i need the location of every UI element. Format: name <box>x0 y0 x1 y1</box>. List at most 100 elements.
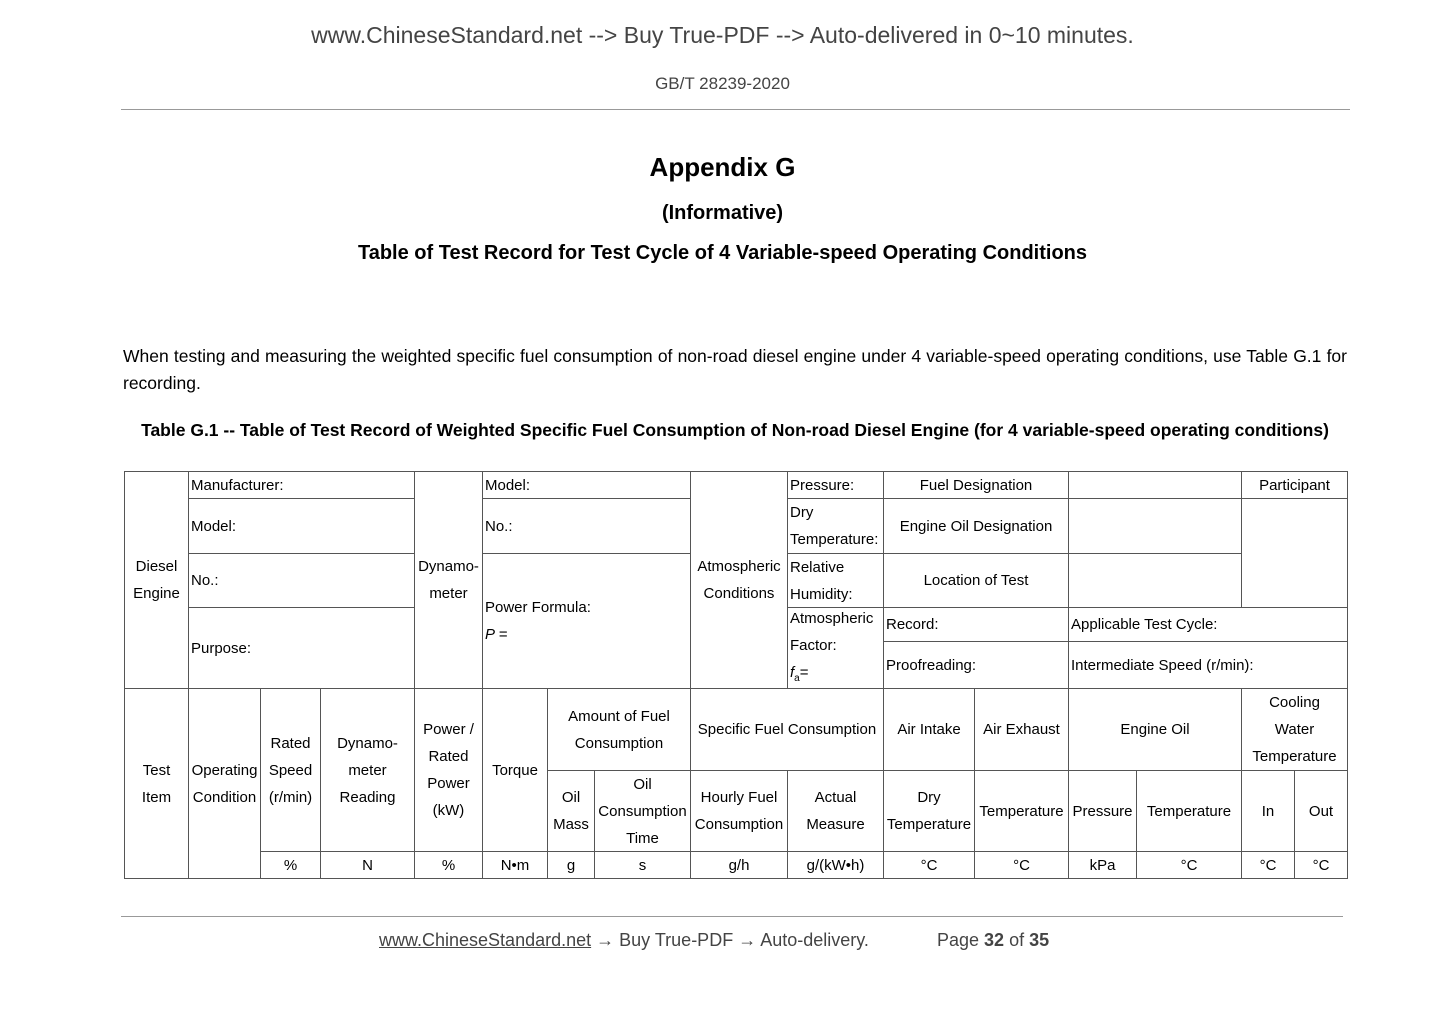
cell-text: Pressure: <box>790 476 855 494</box>
cell-text: Torque <box>492 761 538 779</box>
table-cell: Torque <box>482 688 548 852</box>
page-of: of <box>1009 930 1025 950</box>
table-cell: Relative Humidity: <box>787 553 884 608</box>
table-cell: Dynamo- meter <box>414 471 483 689</box>
cell-text: No.: <box>191 572 219 589</box>
cell-text: Pressure <box>1072 802 1133 820</box>
cell-text: Participant <box>1259 476 1330 494</box>
standard-number: GB/T 28239-2020 <box>655 74 790 93</box>
table-cell: Temperature <box>974 770 1069 852</box>
table-cell: g <box>547 851 595 879</box>
table-cell: Intermediate Speed (r/min): <box>1068 641 1348 689</box>
table-cell: Amount of Fuel Consumption <box>547 688 691 771</box>
table-cell: No.: <box>482 498 691 554</box>
cell-text: Diesel Engine <box>133 558 180 602</box>
cell-text: Proofreading: <box>886 656 977 674</box>
atmospheric-factor-symbol: f <box>790 663 795 681</box>
table-cell: Air Exhaust <box>974 688 1069 771</box>
cell-text: N <box>362 856 373 874</box>
cell-text: Specific Fuel Consumption <box>697 721 877 738</box>
cell-text: Test Item <box>141 761 172 806</box>
appendix-type: (Informative) <box>661 202 784 224</box>
page-total: 35 <box>1029 930 1050 950</box>
table-cell: % <box>414 851 483 879</box>
page-label: Page <box>936 930 980 950</box>
cell-text: g <box>566 856 576 874</box>
table-cell: Hourly Fuel Consumption <box>690 770 788 852</box>
cell-text: g/(kW•h) <box>806 856 865 874</box>
cell-text: Actual Measure <box>806 789 865 833</box>
table-cell: Dry Temperature: <box>787 498 884 554</box>
table-cell: Applicable Test Cycle: <box>1068 607 1348 642</box>
table-cell: Atmospheric Factor: fa= <box>787 607 884 689</box>
table-cell: Rated Speed (r/min) <box>260 688 321 852</box>
table-cell: Operating Condition <box>188 688 261 879</box>
table-cell: Fuel Designation <box>883 471 1069 499</box>
table-cell: Oil Consumption Time <box>594 770 691 852</box>
cell-text: Location of Test <box>923 572 1029 589</box>
table-cell-empty <box>1068 498 1242 554</box>
table-cell: N <box>320 851 415 879</box>
cell-text: Atmospheric Conditions <box>697 558 781 602</box>
footer: www.ChineseStandard.net → Buy True-PDF →… <box>379 930 1049 951</box>
table-cell: Location of Test <box>883 553 1069 608</box>
cell-text: Air Exhaust <box>983 721 1060 738</box>
table-cell: In <box>1241 770 1295 852</box>
table-cell: Engine Oil Designation <box>883 498 1069 554</box>
atmospheric-factor-eq: = <box>799 663 809 681</box>
cell-text: Model: <box>191 517 237 535</box>
table-cell: Atmospheric Conditions <box>690 471 788 689</box>
page-number: 32 <box>984 930 1005 950</box>
cell-text: Intermediate Speed (r/min): <box>1071 656 1254 674</box>
table-cell: Record: <box>883 607 1069 642</box>
intro-paragraph: When testing and measuring the weighted … <box>123 346 1347 393</box>
cell-text: Rated Speed (r/min) <box>268 734 313 806</box>
cell-text: Oil Consumption Time <box>598 775 687 847</box>
cell-text: No.: <box>485 517 513 535</box>
table-cell: s <box>594 851 691 879</box>
table-cell: °C <box>1294 851 1348 879</box>
table-cell: Model: <box>482 471 691 499</box>
cell-text: Operating Condition <box>191 761 258 806</box>
cell-text: Dynamo- meter <box>418 558 479 602</box>
cell-text: Engine Oil Designation <box>899 517 1053 535</box>
cell-text: Oil Mass <box>553 789 589 833</box>
table-cell: Test Item <box>124 688 189 879</box>
footer-link[interactable]: www.ChineseStandard.net <box>379 930 592 950</box>
cell-text: Power Formula: <box>485 599 591 616</box>
table-cell: Power / Rated Power (kW) <box>414 688 483 852</box>
table-cell: Oil Mass <box>547 770 595 852</box>
cell-text: Record: <box>886 616 939 633</box>
cell-text: Manufacturer: <box>191 476 284 494</box>
cell-text: N•m <box>500 856 530 874</box>
power-formula-eq: P = <box>485 626 508 643</box>
table-cell: kPa <box>1068 851 1137 879</box>
table-cell: Air Intake <box>883 688 975 771</box>
cell-text: Applicable Test Cycle: <box>1071 616 1218 633</box>
cell-text: Out <box>1308 802 1334 820</box>
table-cell: Specific Fuel Consumption <box>690 688 884 771</box>
arrow-icon: → <box>738 930 757 950</box>
cell-text: Amount of Fuel Consumption <box>568 707 670 752</box>
table-cell: Cooling Water Temperature <box>1241 688 1348 771</box>
cell-text: Engine Oil <box>1120 721 1190 738</box>
cell-text: Purpose: <box>191 639 252 657</box>
cell-text: °C <box>1312 856 1330 874</box>
table-cell: Out <box>1294 770 1348 852</box>
cell-text: kPa <box>1089 856 1116 874</box>
table-cell: N•m <box>482 851 548 879</box>
table-cell: Purpose: <box>188 607 415 689</box>
cell-text: Dry Temperature: <box>790 504 879 548</box>
cell-text: Cooling Water Temperature <box>1252 694 1337 765</box>
table-cell: Dynamo- meter Reading <box>320 688 415 852</box>
table-cell: Model: <box>188 498 415 554</box>
table-cell: Pressure <box>1068 770 1137 852</box>
cell-content: Atmospheric Factor: fa= <box>790 605 873 692</box>
cell-content: Power Formula: P = <box>485 594 591 648</box>
table-cell: °C <box>883 851 975 879</box>
table-cell: Diesel Engine <box>124 471 189 689</box>
cell-text: Dynamo- meter Reading <box>337 734 398 806</box>
table-cell: g/h <box>690 851 788 879</box>
appendix-title: Appendix G <box>649 152 796 182</box>
